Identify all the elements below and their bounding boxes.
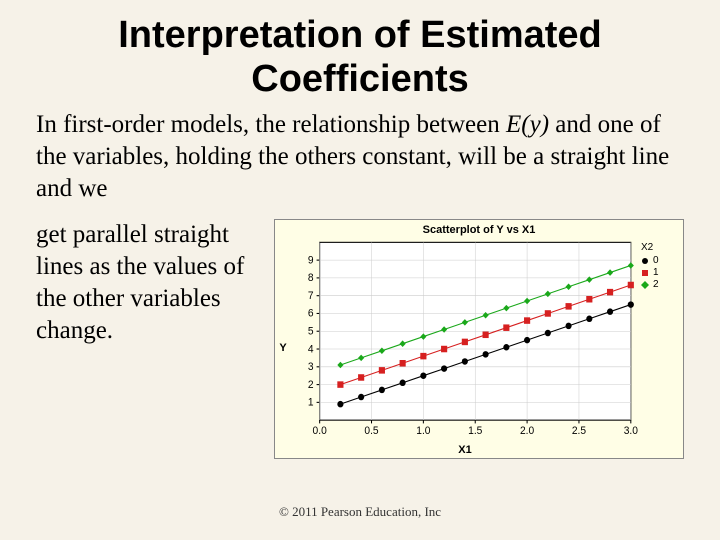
svg-text:1.5: 1.5 [468, 425, 482, 437]
svg-text:0.0: 0.0 [313, 425, 327, 437]
y-axis-label: Y [275, 238, 291, 458]
legend: X2 012 [639, 238, 683, 458]
legend-item: 2 [641, 279, 681, 290]
svg-text:2.5: 2.5 [572, 425, 586, 437]
svg-text:0.5: 0.5 [364, 425, 378, 437]
lead-text: In first-order models, the relationship … [36, 111, 500, 138]
chart-title: Scatterplot of Y vs X1 [275, 220, 683, 238]
plot-area: 1 2 3 4 5 6 7 8 9 0.0 0.5 1.0 1.5 2.0 2.5 3.0 [291, 238, 639, 444]
copyright-footer: © 2011 Pearson Education, Inc [0, 504, 720, 520]
svg-text:3.0: 3.0 [624, 425, 638, 437]
body-paragraph: In first-order models, the relationship … [0, 109, 720, 205]
x-axis-label: X1 [291, 444, 639, 458]
legend-symbol [641, 269, 649, 277]
page-title: Interpretation of Estimated Coefficients [0, 0, 720, 109]
scatterplot: Scatterplot of Y vs X1 Y 1234567890.00.5… [274, 219, 684, 459]
svg-text:3: 3 [308, 361, 314, 373]
side-paragraph: get parallel straight lines as the value… [36, 219, 264, 459]
legend-symbol [641, 257, 649, 265]
svg-text:1: 1 [308, 397, 314, 409]
ey-expression: E(y) [506, 111, 549, 138]
ey-ital: E(y) [506, 111, 549, 138]
svg-text:8: 8 [308, 272, 314, 284]
svg-text:7: 7 [308, 290, 314, 302]
svg-text:6: 6 [308, 308, 314, 320]
svg-text:1.0: 1.0 [416, 425, 430, 437]
svg-text:5: 5 [308, 326, 314, 338]
svg-text:9: 9 [308, 254, 314, 266]
legend-item: 0 [641, 255, 681, 266]
legend-title: X2 [641, 242, 681, 253]
svg-text:4: 4 [308, 343, 314, 355]
legend-label: 2 [653, 279, 659, 290]
legend-label: 1 [653, 267, 659, 278]
svg-text:2.0: 2.0 [520, 425, 534, 437]
legend-item: 1 [641, 267, 681, 278]
legend-label: 0 [653, 255, 659, 266]
svg-text:2: 2 [308, 379, 314, 391]
legend-symbol [641, 281, 649, 289]
